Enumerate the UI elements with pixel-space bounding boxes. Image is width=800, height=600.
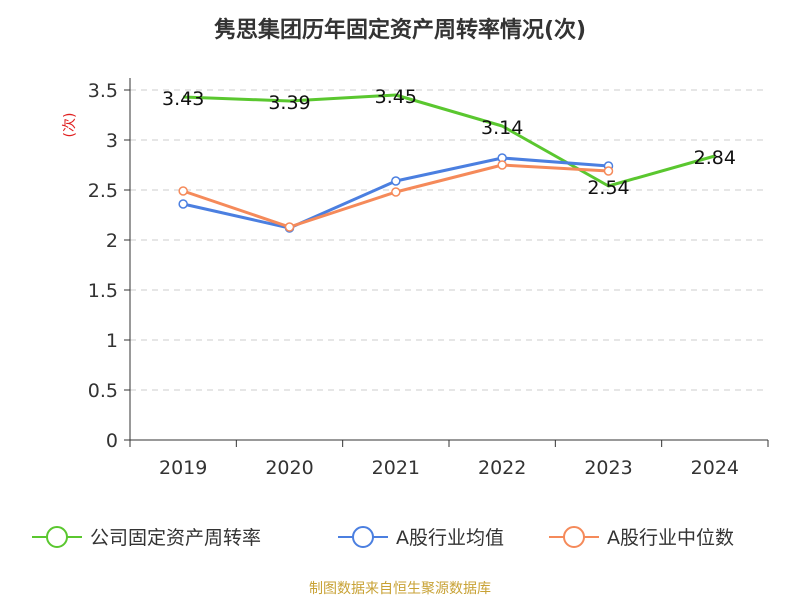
y-tick-label: 3.5 xyxy=(88,80,118,102)
legend-label: 公司固定资产周转率 xyxy=(90,527,261,549)
data-label: 3.39 xyxy=(268,92,310,114)
x-tick-label: 2023 xyxy=(584,457,632,479)
data-point-s3 xyxy=(284,222,295,232)
data-point-s2 xyxy=(178,199,188,209)
data-label: 3.45 xyxy=(375,86,417,108)
legend-marker xyxy=(563,526,585,548)
legend-label: A股行业中位数 xyxy=(607,527,734,549)
data-point-s3 xyxy=(391,187,401,197)
data-label: 3.43 xyxy=(162,88,204,110)
x-tick-label: 2019 xyxy=(159,457,207,479)
y-tick-label: 3 xyxy=(106,130,118,152)
x-tick-label: 2024 xyxy=(691,457,739,479)
y-tick-label: 2.5 xyxy=(88,180,118,202)
y-axis-label: (次) xyxy=(62,113,78,138)
y-tick-label: 0 xyxy=(106,430,118,452)
chart-title: 隽思集团历年固定资产周转率情况(次) xyxy=(213,18,587,43)
x-tick-label: 2020 xyxy=(265,457,313,479)
data-label: 2.84 xyxy=(694,147,736,169)
data-label: 3.14 xyxy=(481,117,523,139)
y-tick-label: 0.5 xyxy=(88,380,118,402)
series-line-1 xyxy=(183,93,716,188)
legend-label: A股行业均值 xyxy=(396,527,504,549)
y-tick-label: 1 xyxy=(106,330,118,352)
legend-marker xyxy=(352,526,374,548)
y-tick-label: 1.5 xyxy=(88,280,118,302)
data-point-s3 xyxy=(603,166,614,176)
data-label: 2.54 xyxy=(587,177,629,199)
source-note: 制图数据来自恒生聚源数据库 xyxy=(309,581,491,597)
legend-marker xyxy=(46,526,68,548)
x-tick-label: 2022 xyxy=(478,457,526,479)
data-point-s3 xyxy=(497,160,507,170)
data-point-s3 xyxy=(178,186,188,196)
x-tick-label: 2021 xyxy=(372,457,420,479)
y-tick-label: 2 xyxy=(106,230,118,252)
data-point-s2 xyxy=(391,176,401,186)
